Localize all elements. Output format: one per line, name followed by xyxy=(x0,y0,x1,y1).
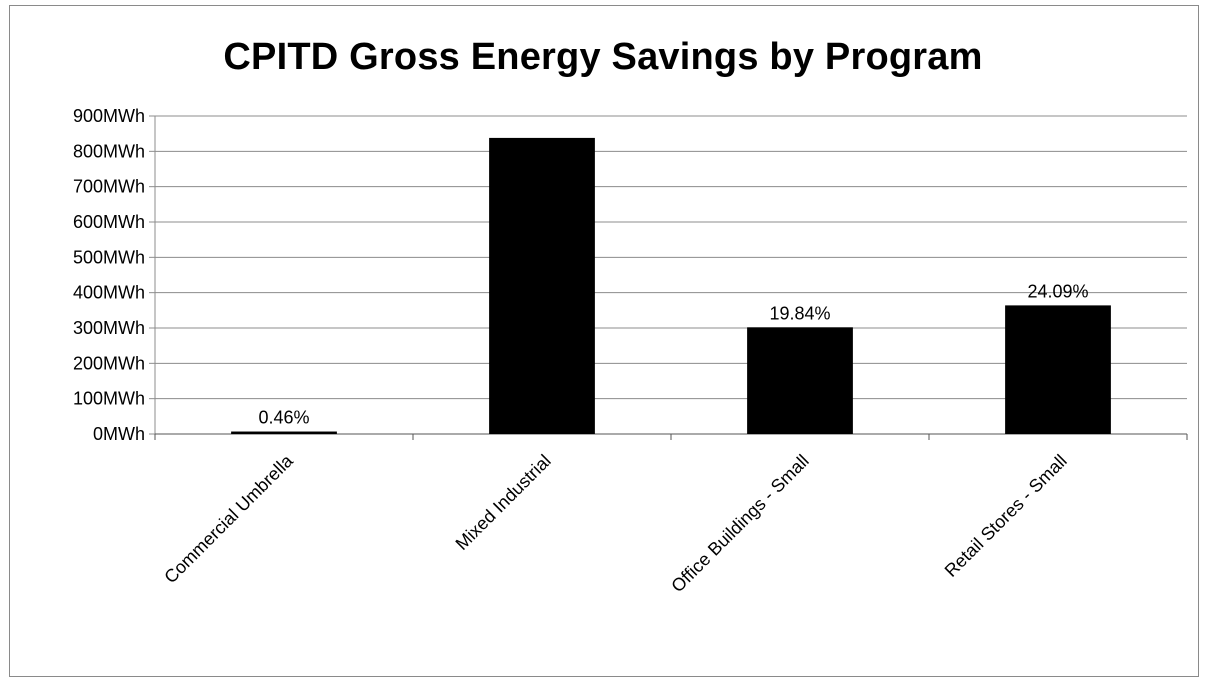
y-tick-label: 400MWh xyxy=(73,283,145,303)
y-tick-label: 200MWh xyxy=(73,353,145,373)
bar xyxy=(747,327,853,434)
y-tick-label: 800MWh xyxy=(73,141,145,161)
bar xyxy=(1005,305,1111,434)
x-tick-label: Commercial Umbrella xyxy=(160,450,297,587)
data-label: 24.09% xyxy=(1027,281,1088,301)
y-tick-label: 900MWh xyxy=(73,106,145,126)
bar xyxy=(231,431,337,434)
y-tick-label: 300MWh xyxy=(73,318,145,338)
chart-frame xyxy=(9,5,1199,677)
bar xyxy=(489,137,595,434)
y-tick-label: 0MWh xyxy=(93,424,145,444)
x-tick-label: Retail Stores - Small xyxy=(941,451,1071,581)
chart-title: CPITD Gross Energy Savings by Program xyxy=(223,36,983,78)
y-tick-label: 700MWh xyxy=(73,177,145,197)
y-tick-label: 600MWh xyxy=(73,212,145,232)
y-tick-label: 500MWh xyxy=(73,247,145,267)
x-tick-label: Office Buildings - Small xyxy=(667,451,812,596)
x-tick-label: Mixed Industrial xyxy=(452,451,555,554)
data-label: 0.46% xyxy=(258,408,309,428)
data-label: 19.84% xyxy=(769,303,830,323)
y-tick-label: 100MWh xyxy=(73,389,145,409)
